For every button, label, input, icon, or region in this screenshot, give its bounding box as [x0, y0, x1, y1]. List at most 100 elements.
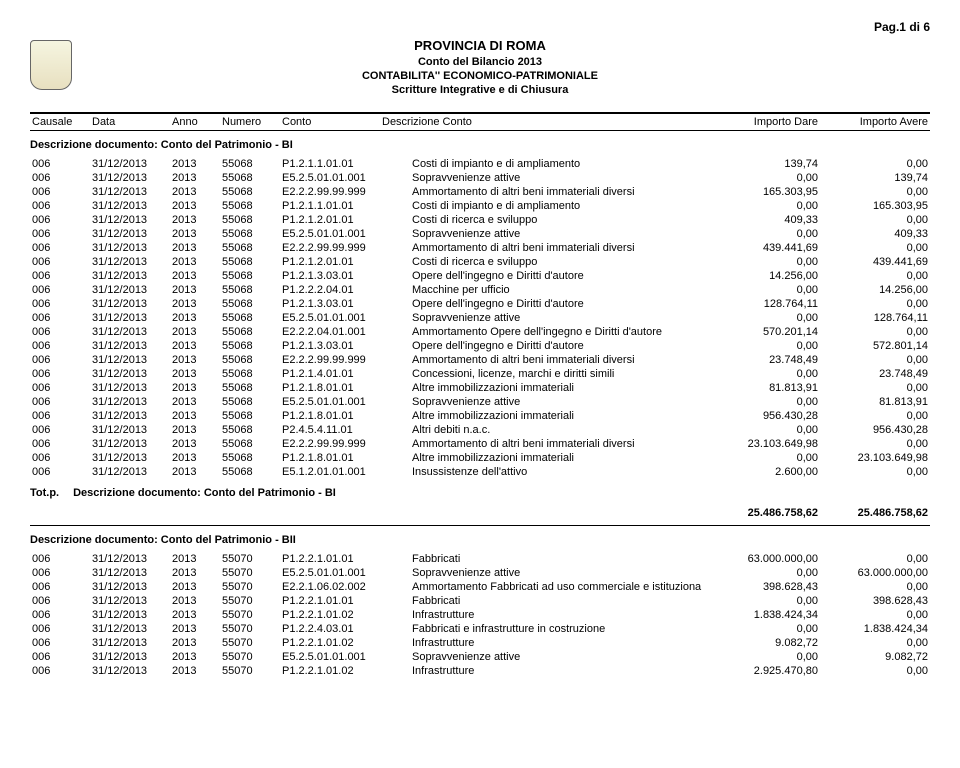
- cell: 55068: [222, 298, 282, 310]
- cell: 0,00: [708, 284, 818, 296]
- cell: Fabbricati: [412, 553, 708, 565]
- cell: 2013: [172, 256, 222, 268]
- table-row: 00631/12/2013201355068E5.2.5.01.01.001So…: [30, 395, 930, 409]
- cell: 31/12/2013: [92, 312, 172, 324]
- cell: Insussistenze dell'attivo: [412, 466, 708, 478]
- document-header: PROVINCIA DI ROMA Conto del Bilancio 201…: [30, 38, 930, 98]
- cell: 55070: [222, 581, 282, 593]
- cell: 439.441,69: [818, 256, 928, 268]
- cell: 006: [32, 466, 92, 478]
- cell: E5.2.5.01.01.001: [282, 567, 412, 579]
- cell: 2013: [172, 214, 222, 226]
- cell: 2013: [172, 200, 222, 212]
- cell: 2013: [172, 158, 222, 170]
- cell: 006: [32, 382, 92, 394]
- cell: Opere dell'ingegno e Diritti d'autore: [412, 340, 708, 352]
- cell: 31/12/2013: [92, 340, 172, 352]
- cell: 0,00: [708, 312, 818, 324]
- cell: 2.600,00: [708, 466, 818, 478]
- cell: 23.748,49: [708, 354, 818, 366]
- cell: 165.303,95: [818, 200, 928, 212]
- col-numero: Numero: [222, 116, 282, 128]
- province-logo: [30, 40, 72, 90]
- table-row: 00631/12/2013201355070E5.2.5.01.01.001So…: [30, 650, 930, 664]
- cell: 006: [32, 438, 92, 450]
- cell: Ammortamento di altri beni immateriali d…: [412, 186, 708, 198]
- cell: Altre immobilizzazioni immateriali: [412, 410, 708, 422]
- cell: 2013: [172, 382, 222, 394]
- cell: Infrastrutture: [412, 637, 708, 649]
- cell: E5.2.5.01.01.001: [282, 651, 412, 663]
- cell: 81.813,91: [708, 382, 818, 394]
- cell: 31/12/2013: [92, 270, 172, 282]
- cell: 2013: [172, 665, 222, 677]
- table-row: 00631/12/2013201355070E2.2.1.06.02.002Am…: [30, 580, 930, 594]
- cell: 0,00: [818, 326, 928, 338]
- cell: 31/12/2013: [92, 284, 172, 296]
- cell: 0,00: [708, 228, 818, 240]
- cell: 0,00: [708, 200, 818, 212]
- col-avere: Importo Avere: [818, 116, 928, 128]
- table-row: 00631/12/2013201355068E2.2.2.04.01.001Am…: [30, 325, 930, 339]
- table-row: 00631/12/2013201355068E5.1.2.01.01.001In…: [30, 465, 930, 479]
- cell: 0,00: [818, 553, 928, 565]
- tot-prefix: Tot.p.: [30, 487, 70, 499]
- cell: 0,00: [708, 567, 818, 579]
- cell: 9.082,72: [708, 637, 818, 649]
- cell: 006: [32, 665, 92, 677]
- cell: E2.2.2.99.99.999: [282, 438, 412, 450]
- cell: 0,00: [818, 298, 928, 310]
- header-title: PROVINCIA DI ROMA: [30, 38, 930, 55]
- cell: Infrastrutture: [412, 665, 708, 677]
- section2-rows: 00631/12/2013201355070P1.2.2.1.01.01Fabb…: [30, 552, 930, 678]
- cell: 55070: [222, 567, 282, 579]
- cell: Costi di impianto e di ampliamento: [412, 158, 708, 170]
- cell: 0,00: [818, 242, 928, 254]
- cell: 2013: [172, 312, 222, 324]
- cell: 0,00: [818, 382, 928, 394]
- divider: [30, 112, 930, 114]
- cell: E5.2.5.01.01.001: [282, 228, 412, 240]
- cell: 2013: [172, 228, 222, 240]
- cell: 0,00: [818, 186, 928, 198]
- cell: 23.103.649,98: [708, 438, 818, 450]
- cell: 1.838.424,34: [708, 609, 818, 621]
- cell: 2013: [172, 242, 222, 254]
- table-row: 00631/12/2013201355068E5.2.5.01.01.001So…: [30, 227, 930, 241]
- cell: P1.2.2.4.03.01: [282, 623, 412, 635]
- col-descrizione: Descrizione Conto: [382, 116, 708, 128]
- cell: 409,33: [818, 228, 928, 240]
- cell: 570.201,14: [708, 326, 818, 338]
- section1-title: Descrizione documento: Conto del Patrimo…: [30, 139, 930, 151]
- cell: 31/12/2013: [92, 298, 172, 310]
- cell: 2013: [172, 298, 222, 310]
- cell: 0,00: [818, 158, 928, 170]
- cell: 0,00: [818, 214, 928, 226]
- cell: 0,00: [708, 452, 818, 464]
- cell: 31/12/2013: [92, 553, 172, 565]
- cell: 55068: [222, 466, 282, 478]
- table-row: 00631/12/2013201355068P1.2.1.8.01.01Altr…: [30, 409, 930, 423]
- cell: E2.2.1.06.02.002: [282, 581, 412, 593]
- col-causale: Causale: [32, 116, 92, 128]
- cell: P1.2.1.8.01.01: [282, 382, 412, 394]
- cell: 55070: [222, 665, 282, 677]
- cell: 128.764,11: [708, 298, 818, 310]
- cell: Sopravvenienze attive: [412, 396, 708, 408]
- cell: Altri debiti n.a.c.: [412, 424, 708, 436]
- col-dare: Importo Dare: [708, 116, 818, 128]
- cell: Fabbricati: [412, 595, 708, 607]
- cell: 55068: [222, 452, 282, 464]
- cell: 0,00: [818, 410, 928, 422]
- cell: Infrastrutture: [412, 609, 708, 621]
- cell: 31/12/2013: [92, 354, 172, 366]
- cell: 2013: [172, 581, 222, 593]
- cell: 31/12/2013: [92, 158, 172, 170]
- cell: 2013: [172, 609, 222, 621]
- divider: [30, 525, 930, 526]
- cell: P1.2.1.2.01.01: [282, 256, 412, 268]
- cell: 006: [32, 354, 92, 366]
- cell: P1.2.1.3.03.01: [282, 298, 412, 310]
- cell: P1.2.1.1.01.01: [282, 158, 412, 170]
- cell: 0,00: [708, 623, 818, 635]
